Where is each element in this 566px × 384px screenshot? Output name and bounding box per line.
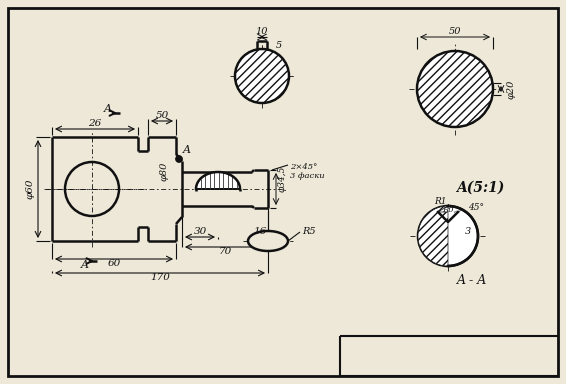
Text: A - A: A - A	[457, 273, 487, 286]
Text: 60: 60	[108, 260, 121, 268]
Text: 3: 3	[465, 227, 471, 237]
Text: A: A	[104, 104, 112, 114]
Text: φ80: φ80	[160, 161, 169, 181]
Text: 170: 170	[150, 273, 170, 283]
Text: 5: 5	[276, 40, 282, 50]
Circle shape	[417, 51, 493, 127]
Circle shape	[235, 49, 289, 103]
Text: φ34,5: φ34,5	[277, 166, 286, 192]
Text: φ60: φ60	[25, 179, 35, 199]
Text: R5: R5	[302, 227, 316, 235]
Text: 16: 16	[254, 227, 267, 237]
Text: 26: 26	[88, 119, 102, 129]
Text: A: A	[183, 145, 191, 155]
Text: 50: 50	[449, 28, 461, 36]
Circle shape	[175, 156, 182, 162]
Text: 2×45°: 2×45°	[290, 163, 318, 171]
Text: 3 фаски: 3 фаски	[290, 172, 325, 180]
Text: A(5:1): A(5:1)	[456, 181, 504, 195]
Circle shape	[418, 206, 478, 266]
Text: φ20: φ20	[507, 79, 516, 99]
Text: 45°: 45°	[468, 204, 484, 212]
Text: R0,5: R0,5	[442, 205, 462, 213]
Ellipse shape	[248, 231, 288, 251]
Text: 70: 70	[218, 248, 231, 257]
Text: 50: 50	[156, 111, 169, 121]
Text: A: A	[81, 260, 89, 270]
Polygon shape	[418, 206, 448, 266]
Text: R1: R1	[434, 197, 446, 207]
Text: 30: 30	[194, 227, 207, 237]
Polygon shape	[196, 172, 240, 189]
Text: 10: 10	[256, 28, 268, 36]
